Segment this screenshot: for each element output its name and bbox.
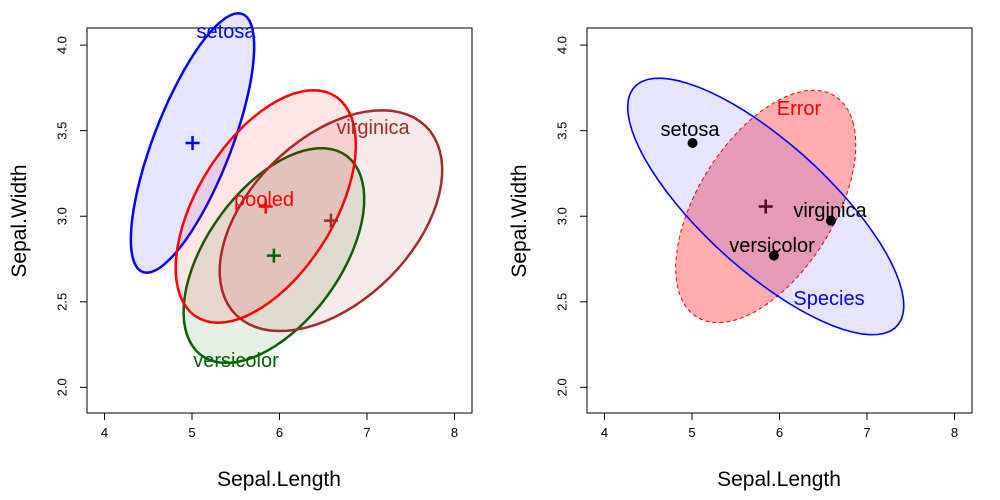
point-virginica xyxy=(825,215,836,226)
centroid-layer xyxy=(185,135,338,263)
centroid-virginica xyxy=(323,213,338,228)
label-pooled: pooled xyxy=(234,189,294,211)
centroid-versicolor xyxy=(266,248,281,263)
point-setosa xyxy=(687,137,698,148)
x-tick-label: 8 xyxy=(451,425,458,440)
grand-mean-marker xyxy=(758,199,773,214)
x-tick-label: 4 xyxy=(601,425,608,440)
x-axis: 4 5 6 7 8 xyxy=(101,413,458,440)
y-axis-label: Sepal.Width xyxy=(508,164,531,277)
y-tick-label: 3.0 xyxy=(555,207,570,225)
x-tick-label: 6 xyxy=(776,425,783,440)
x-tick-label: 6 xyxy=(276,425,283,440)
x-tick-label: 4 xyxy=(101,425,108,440)
x-tick-label: 5 xyxy=(688,425,695,440)
point-label-virginica: virginica xyxy=(793,200,867,222)
x-axis-label: Sepal.Length xyxy=(717,468,841,491)
x-axis: 4 5 6 7 8 xyxy=(601,413,958,440)
x-axis-label: Sepal.Length xyxy=(217,468,341,491)
point-label-versicolor: versicolor xyxy=(729,235,815,257)
label-error: Error xyxy=(777,98,822,120)
y-tick-label: 4.0 xyxy=(55,36,70,54)
label-species: Species xyxy=(793,288,864,310)
label-versicolor: versicolor xyxy=(193,350,279,372)
label-setosa: setosa xyxy=(197,21,257,43)
y-tick-label: 3.5 xyxy=(555,122,570,140)
x-tick-label: 7 xyxy=(863,425,870,440)
y-tick-label: 2.5 xyxy=(555,293,570,311)
point-label-setosa: setosa xyxy=(661,119,721,141)
y-tick-label: 4.0 xyxy=(555,36,570,54)
centroid-setosa xyxy=(185,135,200,150)
y-axis: 2.0 2.5 3.0 3.5 4.0 xyxy=(55,36,87,396)
y-axis: 2.0 2.5 3.0 3.5 4.0 xyxy=(555,36,587,396)
y-tick-label: 3.0 xyxy=(55,207,70,225)
x-tick-label: 5 xyxy=(188,425,195,440)
point-versicolor xyxy=(768,250,779,261)
x-tick-label: 7 xyxy=(363,425,370,440)
panel-hypothesis-vs-error: 2.0 2.5 3.0 3.5 4.0 4 5 6 7 8 Error Species seto… xyxy=(508,27,973,491)
y-tick-label: 3.5 xyxy=(55,122,70,140)
panel-within-group-ellipses: 2.0 2.5 3.0 3.5 4.0 4 5 6 7 8 setosa virginica p… xyxy=(8,12,473,491)
y-tick-label: 2.5 xyxy=(55,293,70,311)
centroid-pooled xyxy=(258,199,273,214)
x-tick-label: 8 xyxy=(951,425,958,440)
y-axis-label: Sepal.Width xyxy=(8,164,31,277)
label-virginica: virginica xyxy=(336,117,410,139)
point-layer xyxy=(687,137,836,261)
y-tick-label: 2.0 xyxy=(555,378,570,396)
y-tick-label: 2.0 xyxy=(55,378,70,396)
